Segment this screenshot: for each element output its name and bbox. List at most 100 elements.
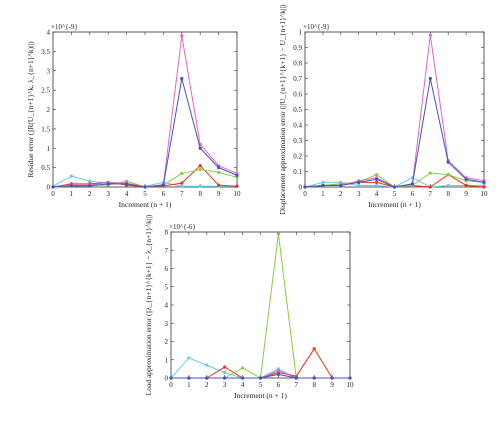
load-series-point-3 (276, 369, 280, 373)
displacement-series-point-4 (410, 182, 414, 186)
residue-y-axis-label: Residue error (||R(U_{n+1}^k, λ_{n+1}^k)… (26, 41, 35, 178)
load-series-point-2 (276, 232, 280, 236)
displacement-series-point-3 (428, 33, 432, 37)
load-x-tick-label: 7 (295, 381, 299, 389)
load-series-point-0 (205, 363, 209, 367)
load-x-axis-label: Increment (n + 1) (234, 391, 287, 400)
displacement-series-point-4 (482, 180, 486, 184)
load-x-tick-label: 0 (169, 381, 173, 389)
displacement-series-point-2 (375, 173, 379, 177)
displacement-plot-frame (304, 31, 485, 188)
residue-y-tick-label: 2.5 (41, 87, 50, 95)
load-series-point-4 (276, 372, 280, 376)
load-series-point-4 (223, 376, 227, 380)
load-x-tick-label: 6 (277, 381, 281, 389)
residue-series-point-0 (69, 174, 73, 178)
residue-series-point-2 (180, 171, 184, 176)
load-y-tick-label: 1 (165, 356, 169, 364)
displacement-series-point-1 (428, 185, 432, 189)
residue-series-point-4 (198, 146, 202, 150)
residue-series-point-4 (51, 185, 55, 189)
displacement-x-tick-label: 3 (357, 190, 361, 198)
residue-series-line-1 (52, 165, 238, 188)
residue-x-tick-label: 5 (143, 190, 147, 198)
displacement-series-point-4 (464, 177, 468, 181)
residue-y-exponent: ×10^{-9} (51, 23, 78, 31)
residue-y-tick-label: 4 (47, 29, 51, 37)
displacement-series-point-4 (392, 185, 397, 189)
load-x-tick-label: 4 (241, 381, 245, 389)
load-y-tick-label: 4 (165, 302, 169, 310)
displacement-x-tick-label: 9 (464, 190, 468, 198)
load-y-tick-label: 2 (165, 338, 169, 346)
residue-x-axis-label: Increment (n + 1) (119, 200, 172, 209)
displacement-y-tick-label: 0.8 (293, 60, 302, 68)
load-series-point-4 (312, 376, 316, 380)
displacement-x-tick-label: 2 (339, 190, 343, 198)
residue-series-point-1 (198, 164, 202, 168)
residue-series-point-4 (106, 182, 110, 186)
load-series-point-4 (348, 376, 352, 380)
displacement-y-tick-label: 0.3 (293, 137, 302, 145)
residue-series-point-3 (180, 34, 184, 38)
displacement-y-tick-label: 0.6 (293, 91, 302, 99)
displacement-series-point-4 (428, 76, 432, 81)
residue-y-tick-label: 1.5 (41, 125, 50, 133)
load-series-line-1 (171, 348, 350, 379)
displacement-series-point-1 (375, 180, 379, 184)
residue-series-point-4 (180, 76, 184, 81)
displacement-series-point-4 (446, 160, 450, 164)
load-y-exponent: ×10^{-6} (169, 223, 196, 231)
load-series-point-0 (187, 356, 191, 360)
residue-series-point-2 (198, 167, 202, 172)
residue-x-tick-label: 4 (125, 190, 129, 198)
residue-y-tick-label: 3 (47, 67, 51, 75)
load-plot-frame (170, 231, 351, 379)
residue-x-tick-label: 3 (106, 190, 110, 198)
displacement-y-tick-label: 1 (299, 29, 303, 37)
displacement-x-tick-label: 5 (393, 190, 397, 198)
displacement-x-tick-label: 6 (411, 190, 415, 198)
load-series-line-2 (171, 233, 350, 379)
residue-x-tick-label: 6 (162, 190, 166, 198)
residue-y-tick-label: 0.5 (41, 164, 50, 172)
load-series-point-0 (223, 370, 227, 375)
residue-y-tick-label: 1 (47, 145, 51, 153)
residue-x-tick-label: 2 (88, 190, 92, 198)
load-series-point-4 (169, 376, 173, 380)
displacement-y-tick-label: 0.9 (293, 44, 302, 52)
residue-x-tick-label: 1 (70, 190, 74, 198)
displacement-series-line-4 (304, 78, 485, 188)
residue-x-tick-label: 8 (198, 190, 202, 198)
displacement-y-exponent: ×10^{-9} (303, 23, 330, 31)
displacement-series-point-2 (446, 173, 450, 177)
displacement-y-tick-label: 0.2 (293, 153, 302, 161)
displacement-series-point-2 (428, 171, 432, 175)
displacement-y-axis-label: Displacement approximation error (||U_{n… (278, 4, 287, 215)
load-series-point-4 (294, 376, 298, 380)
load-x-tick-label: 3 (223, 381, 227, 389)
displacement-series-point-0 (375, 183, 379, 188)
residue-series-point-4 (88, 184, 92, 188)
load-series-point-4 (205, 376, 209, 380)
residue-series-point-0 (198, 184, 202, 188)
displacement-series-point-0 (357, 183, 361, 188)
load-y-tick-label: 8 (165, 229, 169, 237)
load-x-tick-label: 2 (205, 381, 209, 389)
displacement-y-tick-label: 0.1 (293, 168, 302, 176)
displacement-x-tick-label: 8 (446, 190, 450, 198)
displacement-series-point-1 (482, 185, 486, 189)
load-series-point-1 (223, 365, 227, 369)
load-series-point-1 (312, 347, 316, 351)
load-x-tick-label: 10 (347, 381, 355, 389)
load-series-point-4 (241, 376, 245, 380)
displacement-series-point-4 (339, 183, 343, 188)
displacement-x-axis-label: Increment (n + 1) (368, 200, 421, 209)
load-series-point-2 (241, 366, 245, 370)
displacement-series-point-0 (321, 180, 325, 184)
load-x-tick-label: 1 (187, 381, 191, 389)
displacement-series-point-1 (464, 183, 468, 188)
load-series-point-4 (330, 376, 334, 380)
load-x-tick-label: 5 (259, 381, 263, 389)
